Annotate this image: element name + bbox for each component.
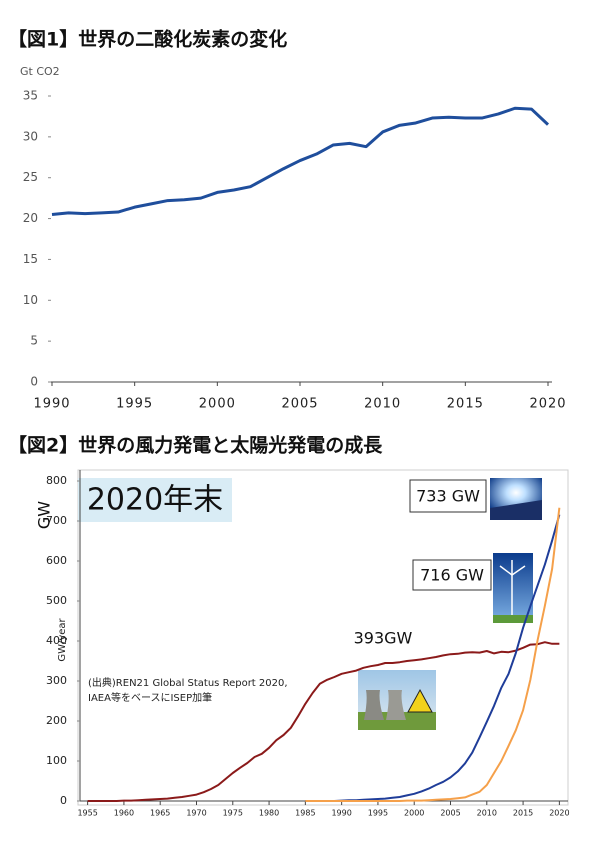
x-tick-label: 2000 bbox=[199, 397, 236, 412]
y-tick-label: 30 bbox=[23, 129, 38, 143]
y-tick-label: 200 bbox=[46, 714, 67, 727]
x-tick-label: 1980 bbox=[259, 809, 279, 818]
y-tick-label: 600 bbox=[46, 554, 67, 567]
solar-photo bbox=[490, 478, 542, 520]
x-tick-label: 2020 bbox=[529, 397, 566, 412]
annotation-box bbox=[409, 479, 487, 513]
chart2-frame bbox=[77, 469, 569, 806]
x-tick-label: 1995 bbox=[116, 397, 153, 412]
x-tick-label: 1975 bbox=[223, 809, 243, 818]
y-tick-label: 400 bbox=[46, 634, 67, 647]
source-note: (出典)REN21 Global Status Report 2020, bbox=[88, 676, 288, 689]
x-tick-label: 1995 bbox=[368, 809, 388, 818]
chart-title: 【図2】世界の風力発電と太陽光発電の成長 bbox=[8, 434, 383, 457]
y-tick-label: 5 bbox=[30, 334, 38, 348]
y-tick-label: 800 bbox=[46, 474, 67, 487]
x-tick-label: 2015 bbox=[513, 809, 533, 818]
y-axis-label: GW/year bbox=[57, 617, 68, 661]
y-tick-label: 25 bbox=[23, 170, 38, 184]
x-tick-label: 1965 bbox=[150, 809, 170, 818]
x-tick-label: 1990 bbox=[331, 809, 351, 818]
x-tick-label: 1970 bbox=[186, 809, 206, 818]
annotation: 393GW bbox=[354, 629, 413, 648]
x-tick-label: 1960 bbox=[114, 809, 134, 818]
x-tick-label: 1955 bbox=[77, 809, 97, 818]
y-tick-label: 0 bbox=[30, 375, 38, 389]
x-tick-label: 1985 bbox=[295, 809, 315, 818]
y-tick-label: 500 bbox=[46, 594, 67, 607]
x-tick-label: 1990 bbox=[33, 397, 70, 412]
annotation-bg bbox=[345, 628, 421, 650]
y-tick-label: 15 bbox=[23, 252, 38, 266]
y-tick-label: 35 bbox=[23, 89, 38, 103]
data-line bbox=[51, 106, 550, 216]
nuclear-photo bbox=[358, 670, 436, 730]
data-line bbox=[305, 507, 561, 802]
y-tick-label: 300 bbox=[46, 674, 67, 687]
annotation: 716 GW bbox=[420, 566, 484, 585]
source-note: IAEA等をベースにISEP加筆 bbox=[88, 691, 212, 704]
annotation: 2020年末 bbox=[87, 483, 223, 518]
data-line bbox=[87, 641, 560, 802]
y-tick-label: 0 bbox=[60, 794, 67, 807]
annotation-box bbox=[412, 559, 492, 591]
y-tick-label: 10 bbox=[23, 293, 38, 307]
y-tick-label: 20 bbox=[23, 211, 38, 225]
wind-photo bbox=[493, 553, 533, 623]
x-tick-label: 2020 bbox=[549, 809, 569, 818]
x-tick-label: 2005 bbox=[440, 809, 460, 818]
annotation: 733 GW bbox=[416, 487, 480, 506]
x-tick-label: 2010 bbox=[364, 397, 401, 412]
y-tick-label: 700 bbox=[46, 514, 67, 527]
annotation: GW bbox=[35, 501, 54, 529]
y-axis-label: Gt CO2 bbox=[20, 65, 60, 78]
y-tick-label: 100 bbox=[46, 754, 67, 767]
x-tick-label: 2015 bbox=[447, 397, 484, 412]
x-tick-label: 2010 bbox=[477, 809, 497, 818]
label-box bbox=[78, 478, 232, 522]
x-tick-label: 2005 bbox=[281, 397, 318, 412]
x-tick-label: 2000 bbox=[404, 809, 424, 818]
chart-title: 【図1】世界の二酸化炭素の変化 bbox=[8, 28, 287, 51]
